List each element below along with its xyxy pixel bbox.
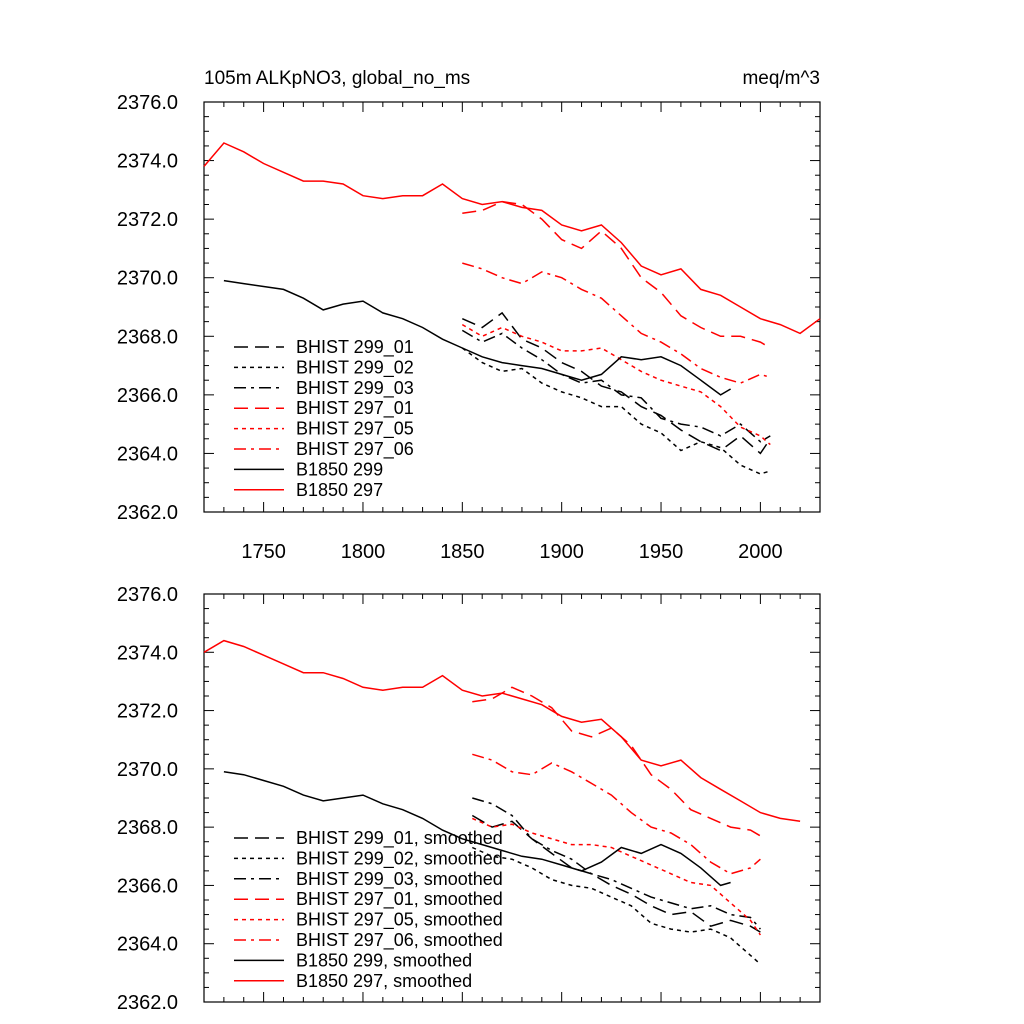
series-line-4: [462, 200, 771, 349]
legend-label: BHIST 299_01: [296, 337, 414, 358]
x-tick-label: 1950: [639, 541, 684, 563]
legend-label: B1850 299: [296, 459, 383, 479]
legend-label: BHIST 297_01: [296, 398, 414, 419]
legend-label: BHIST 299_03, smoothed: [296, 869, 503, 890]
y-tick-label: 2364.0: [117, 934, 178, 956]
units-label: meq/m^3: [742, 68, 820, 89]
series-line-8: [203, 142, 821, 335]
y-tick-label: 2368.0: [117, 326, 178, 348]
series-line-7: [223, 771, 731, 887]
y-tick-label: 2376.0: [117, 92, 178, 114]
y-tick-label: 2370.0: [117, 268, 178, 290]
y-tick-label: 2366.0: [117, 385, 178, 407]
legend-label: BHIST 297_06, smoothed: [296, 930, 503, 951]
legend-label: BHIST 297_01, smoothed: [296, 889, 503, 910]
legend-label: BHIST 297_05, smoothed: [296, 910, 503, 931]
y-tick-label: 2370.0: [117, 759, 178, 781]
y-tick-label: 2372.0: [117, 209, 178, 231]
chart-title: 105m ALKpNO3, global_no_ms: [204, 68, 470, 89]
x-tick-label: 1800: [341, 541, 386, 563]
legend-label: B1850 299, smoothed: [296, 950, 472, 970]
y-tick-label: 2362.0: [117, 992, 178, 1014]
series-line-4: [472, 686, 761, 837]
series-line-3: [472, 797, 761, 930]
chart-panel-1: 1750 1800 1850 1900 1950 2000 2362.0 2364.0 2366…: [117, 92, 821, 563]
series-line-3: [461, 329, 771, 443]
series-line-5: [461, 323, 771, 446]
series-line-5: [471, 817, 762, 936]
legend-label: BHIST 299_02: [296, 357, 414, 378]
legend-label: B1850 297: [296, 480, 383, 500]
series-line-8: [203, 639, 801, 823]
legend-label: BHIST 299_03: [296, 378, 414, 399]
x-tick-label: 1900: [539, 541, 584, 563]
legend-label: BHIST 297_06: [296, 439, 414, 460]
legend-label: BHIST 299_02, smoothed: [296, 848, 503, 869]
series-line-7: [223, 279, 731, 396]
y-tick-label: 2362.0: [117, 502, 178, 524]
series-line-2: [471, 846, 761, 965]
legend-label: BHIST 297_05: [296, 419, 414, 440]
legend-label: BHIST 299_01, smoothed: [296, 828, 503, 849]
series-line-6: [462, 262, 771, 384]
y-tick-label: 2376.0: [117, 584, 178, 606]
series-line-6: [472, 753, 761, 875]
legend-label: B1850 297, smoothed: [296, 971, 472, 991]
x-tick-label: 1750: [241, 541, 286, 563]
series-line-1: [461, 311, 771, 455]
chart-panel-2: 2362.0 2364.0 2366.0 2368.0 2370.0 2372.0 2374…: [117, 584, 821, 1014]
y-tick-label: 2374.0: [117, 642, 178, 664]
y-tick-label: 2364.0: [117, 443, 178, 465]
series-line-1: [471, 814, 761, 933]
x-tick-label: 2000: [738, 541, 783, 563]
x-tick-label: 1850: [440, 541, 485, 563]
y-tick-label: 2366.0: [117, 875, 178, 897]
y-tick-label: 2374.0: [117, 151, 178, 173]
y-tick-label: 2372.0: [117, 701, 178, 723]
series-line-2: [461, 347, 771, 475]
y-tick-label: 2368.0: [117, 817, 178, 839]
